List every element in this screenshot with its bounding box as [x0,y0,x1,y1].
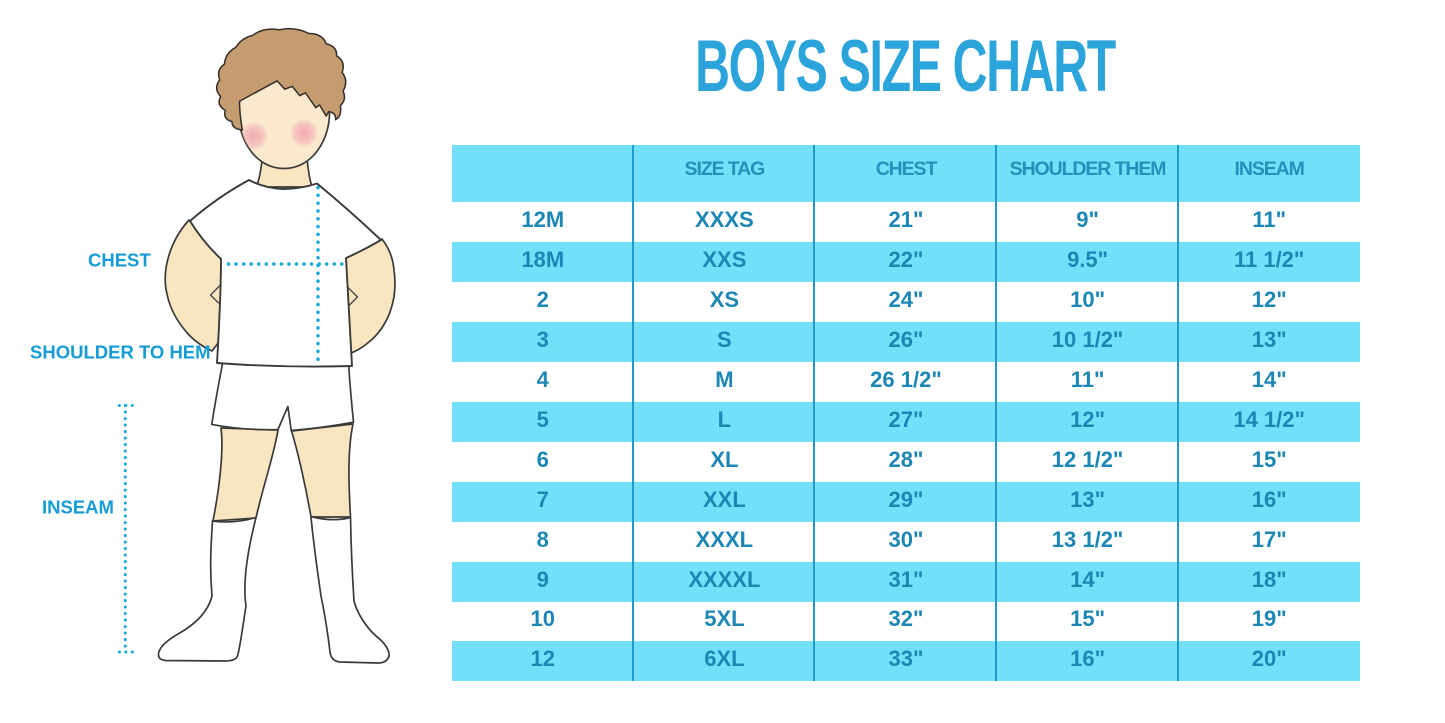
svg-text:SHOULDER TO HEM: SHOULDER TO HEM [30,342,211,363]
svg-text:CHEST: CHEST [88,250,151,271]
svg-text:INSEAM: INSEAM [42,497,114,518]
